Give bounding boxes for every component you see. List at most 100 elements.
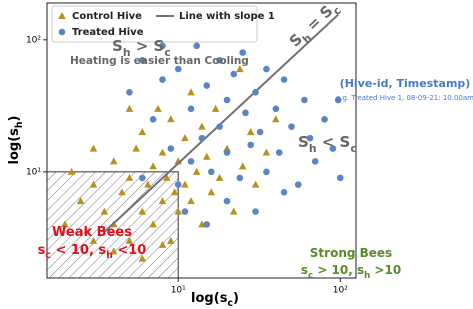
triangle-point (263, 149, 271, 156)
page: {"chart_data": { "type": "scatter", "x_l… (0, 0, 473, 309)
triangle-point (230, 208, 238, 215)
triangle-point (149, 162, 157, 169)
circle-point (288, 123, 295, 130)
triangle-point (181, 181, 189, 188)
circle-point (281, 189, 288, 196)
circle-point (203, 82, 210, 89)
annotation-part: e.g. Treated Hive 1, 08-09-21: 10.00am (336, 94, 473, 102)
circle-point (247, 142, 254, 149)
circle-point (59, 29, 66, 36)
triangle-point (167, 115, 175, 122)
circle-point (295, 181, 302, 188)
x-tick-label: 10¹ (171, 286, 186, 296)
circle-point (199, 135, 206, 142)
annotation-part: >10 (370, 263, 401, 277)
y-axis-label-part: ) (7, 116, 22, 122)
triangle-point (216, 174, 224, 181)
circle-point (281, 76, 288, 83)
x-axis-label-part: ) (233, 291, 239, 306)
annotation-sub: h (123, 46, 131, 59)
triangle-point (272, 115, 280, 122)
circle-point (216, 123, 223, 130)
triangle-point (208, 188, 216, 195)
annotation: (Hive-id, Timestamp) (340, 77, 471, 90)
circle-point (175, 181, 182, 188)
circle-point (168, 145, 175, 152)
circle-point (276, 149, 283, 156)
circle-point (193, 43, 200, 50)
annotation: Heating is easier than Cooling (70, 55, 249, 67)
annotation: Sh < Sc (298, 133, 357, 155)
triangle-point (187, 88, 195, 95)
annotation-part: Heating is easier than Cooling (70, 55, 249, 67)
circle-point (126, 89, 133, 96)
annotation-sub: h (309, 142, 317, 155)
triangle-point (212, 105, 220, 112)
circle-point (312, 158, 319, 165)
circle-point (301, 97, 308, 104)
y-tick-label: 10¹ (26, 167, 41, 177)
x-axis-label-part: log( (191, 291, 220, 306)
circle-point (139, 175, 146, 182)
triangle-point (132, 145, 140, 152)
circle-point (224, 97, 231, 104)
annotation-part: < 10, s (51, 243, 106, 258)
annotation: Strong Bees (310, 246, 392, 260)
circle-point (263, 66, 270, 73)
annotation-part: Weak Bees (52, 225, 132, 240)
legend-label: Control Hive (72, 11, 142, 22)
circle-point (208, 169, 215, 176)
y-axis-label: log(sh) (7, 116, 26, 165)
triangle-point (252, 181, 260, 188)
triangle-point (138, 128, 146, 135)
triangle-point (247, 128, 255, 135)
y-axis-label-sub: h (14, 121, 25, 128)
triangle-point (68, 168, 76, 175)
triangle-point (193, 168, 201, 175)
annotation-sub: c (350, 142, 356, 155)
circle-point (224, 198, 231, 205)
triangle-point (181, 134, 189, 141)
y-axis-label-part: log( (7, 136, 22, 165)
circle-point (252, 208, 259, 215)
triangle-point (198, 123, 206, 130)
chart: 10¹ 10² 10¹ 10² Control Hive Line with slope … (0, 0, 473, 309)
x-tick-label: 10² (333, 286, 348, 296)
annotation: Weak Bees (52, 225, 132, 240)
annotation-part: s (301, 263, 308, 277)
y-tick-label: 10² (26, 35, 41, 45)
circle-point (203, 221, 210, 228)
annotation: Sh = Sc (286, 0, 344, 53)
circle-point (321, 116, 328, 123)
annotation-sub: c (164, 46, 170, 59)
circle-point (263, 169, 270, 176)
circle-point (224, 149, 231, 156)
triangle-point (159, 149, 167, 156)
circle-point (337, 175, 344, 182)
x-axis-label: log(sc) (191, 291, 239, 309)
legend-label: Line with slope 1 (179, 11, 275, 22)
triangle-point (239, 162, 247, 169)
annotation-part: S (298, 133, 309, 151)
triangle-point (126, 105, 134, 112)
circle-point (242, 109, 249, 116)
circle-point (182, 208, 189, 215)
circle-point (188, 106, 195, 113)
circle-point (272, 106, 279, 113)
annotation-part: Strong Bees (310, 246, 392, 260)
triangle-point (90, 145, 98, 152)
circle-point (237, 175, 244, 182)
circle-point (252, 89, 259, 96)
annotation-part: < S (317, 133, 351, 151)
circle-point (150, 116, 157, 123)
triangle-point (110, 157, 118, 164)
annotation-part: <10 (113, 243, 147, 258)
circle-point (257, 129, 264, 136)
annotation: e.g. Treated Hive 1, 08-09-21: 10.00am (336, 94, 473, 102)
annotation-part: (Hive-id, Timestamp) (340, 77, 471, 90)
annotation-part: > S (131, 37, 165, 55)
triangle-point (154, 105, 162, 112)
circle-point (230, 71, 237, 78)
triangle-point (187, 197, 195, 204)
circle-point (159, 76, 166, 83)
